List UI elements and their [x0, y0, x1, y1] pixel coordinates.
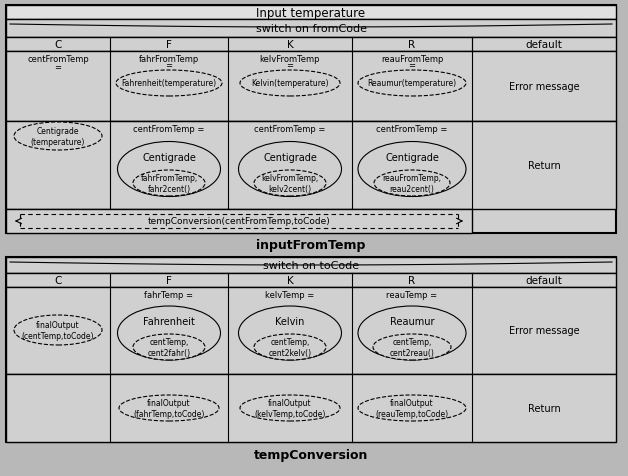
Ellipse shape — [254, 170, 326, 197]
Text: Error message: Error message — [509, 325, 579, 335]
Text: F: F — [166, 40, 172, 50]
Ellipse shape — [254, 334, 326, 360]
Text: reauFromTemp: reauFromTemp — [381, 54, 443, 63]
Text: finalOutput
(kelvTemp,toCode): finalOutput (kelvTemp,toCode) — [254, 398, 326, 418]
Text: centFromTemp =: centFromTemp = — [133, 124, 205, 133]
Ellipse shape — [14, 315, 102, 345]
Text: =: = — [55, 63, 62, 72]
Text: Centigrade: Centigrade — [263, 153, 317, 163]
Ellipse shape — [358, 307, 466, 360]
Text: switch on toCode: switch on toCode — [263, 260, 359, 270]
Text: kelvFromTemp,
kelv2cent(): kelvFromTemp, kelv2cent() — [261, 174, 318, 193]
Bar — [6, 258, 616, 273]
Text: K: K — [286, 40, 293, 50]
Text: Centigrade: Centigrade — [385, 153, 439, 163]
Text: Input temperature: Input temperature — [256, 7, 365, 20]
Text: centFromTemp =: centFromTemp = — [376, 124, 448, 133]
Text: default: default — [526, 40, 563, 50]
Text: C: C — [54, 40, 62, 50]
Text: reauFromTemp,
reau2cent(): reauFromTemp, reau2cent() — [382, 174, 441, 193]
Bar — [6, 209, 472, 234]
Ellipse shape — [14, 123, 102, 151]
Text: tempConversion: tempConversion — [254, 448, 368, 462]
Text: Centigrade: Centigrade — [142, 153, 196, 163]
Ellipse shape — [239, 142, 342, 197]
Ellipse shape — [117, 142, 220, 197]
Text: =: = — [286, 61, 293, 70]
Ellipse shape — [358, 142, 466, 197]
Text: Error message: Error message — [509, 82, 579, 92]
Ellipse shape — [119, 395, 219, 421]
Text: R: R — [408, 40, 416, 50]
Bar — [6, 122, 616, 209]
Text: centFromTemp =: centFromTemp = — [254, 124, 326, 133]
Text: Reaumur: Reaumur — [390, 317, 434, 327]
Text: R: R — [408, 276, 416, 286]
Text: kelvFromTemp: kelvFromTemp — [260, 54, 320, 63]
Text: Centigrade
(temperature): Centigrade (temperature) — [31, 127, 85, 147]
Text: centTemp,
cent2kelv(): centTemp, cent2kelv() — [268, 337, 311, 357]
Text: C: C — [54, 276, 62, 286]
Text: kelvTemp =: kelvTemp = — [266, 290, 315, 299]
Text: Kelvin(temperature): Kelvin(temperature) — [251, 79, 328, 89]
Text: centTemp,
cent2fahr(): centTemp, cent2fahr() — [148, 337, 190, 357]
Ellipse shape — [373, 334, 451, 360]
Ellipse shape — [240, 71, 340, 97]
Text: switch on fromCode: switch on fromCode — [256, 24, 367, 34]
Ellipse shape — [116, 71, 222, 97]
Bar — [6, 20, 616, 38]
Text: Return: Return — [528, 403, 560, 413]
Text: reauTemp =: reauTemp = — [386, 290, 438, 299]
Text: fahrFromTemp,
fahr2cent(): fahrFromTemp, fahr2cent() — [141, 174, 198, 193]
Bar — [6, 374, 616, 442]
Text: Fahrenheit(temperature): Fahrenheit(temperature) — [121, 79, 217, 89]
Text: Return: Return — [528, 161, 560, 170]
Ellipse shape — [239, 307, 342, 360]
Text: tempConversion(centFromTemp,toCode): tempConversion(centFromTemp,toCode) — [148, 217, 330, 226]
Text: default: default — [526, 276, 563, 286]
Ellipse shape — [117, 307, 220, 360]
Text: inputFromTemp: inputFromTemp — [256, 239, 365, 252]
Bar — [6, 288, 616, 374]
Bar — [6, 273, 616, 288]
Ellipse shape — [358, 71, 466, 97]
Text: =: = — [408, 61, 416, 70]
Text: finalOutput
(reauTemp,toCode): finalOutput (reauTemp,toCode) — [376, 398, 448, 418]
Ellipse shape — [133, 170, 205, 197]
Text: fahrFromTemp: fahrFromTemp — [139, 54, 199, 63]
Ellipse shape — [358, 395, 466, 421]
Bar — [6, 6, 616, 20]
Text: centTemp,
cent2reau(): centTemp, cent2reau() — [389, 337, 435, 357]
Text: finalOutput
(fahrTemp,toCode): finalOutput (fahrTemp,toCode) — [133, 398, 205, 418]
Text: F: F — [166, 276, 172, 286]
Text: finalOutput
(centTemp,toCode): finalOutput (centTemp,toCode) — [22, 321, 94, 340]
Ellipse shape — [374, 170, 450, 197]
Text: Reaumur(temperature): Reaumur(temperature) — [367, 79, 457, 89]
Bar — [6, 52, 616, 122]
Text: Kelvin: Kelvin — [275, 317, 305, 327]
Bar — [6, 258, 616, 442]
Bar — [6, 6, 616, 234]
Text: fahrTemp =: fahrTemp = — [144, 290, 193, 299]
Ellipse shape — [240, 395, 340, 421]
Text: K: K — [286, 276, 293, 286]
Text: Fahrenheit: Fahrenheit — [143, 317, 195, 327]
Text: centFromTemp: centFromTemp — [27, 55, 89, 64]
Text: =: = — [166, 61, 173, 70]
Bar — [6, 38, 616, 52]
Ellipse shape — [133, 334, 205, 360]
